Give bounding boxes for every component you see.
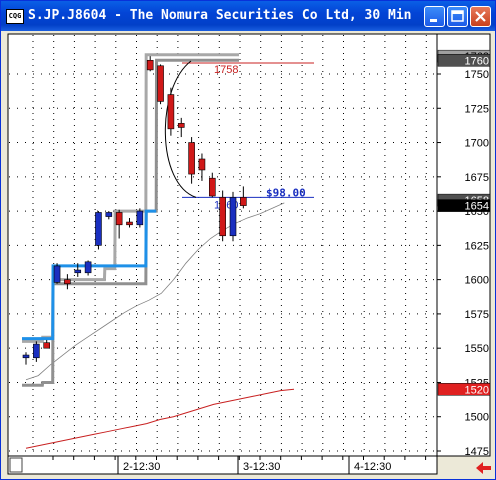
price-tick-label: 1550 <box>465 343 489 355</box>
title-bar[interactable]: CQG S.JP.J8604 - The Nomura Securities C… <box>1 1 495 31</box>
candle-body[interactable] <box>22 354 30 359</box>
window-title: S.JP.J8604 - The Nomura Securities Co Lt… <box>28 8 412 23</box>
price-tick-label: 1675 <box>465 172 489 184</box>
price-marker <box>437 199 491 212</box>
fib-arc <box>164 60 197 198</box>
price-tick-label: 1475 <box>465 446 489 458</box>
price-tick-label: 1500 <box>465 412 489 424</box>
price-marker <box>437 54 491 67</box>
price-marker-label: 1760 <box>465 55 489 67</box>
fib-value-label: $98.00 <box>266 186 306 199</box>
candle-body[interactable] <box>64 279 71 285</box>
red-moving-average-line <box>25 388 295 449</box>
candle-body[interactable] <box>53 265 61 283</box>
candle-body[interactable] <box>126 221 133 226</box>
candle-body[interactable] <box>136 210 144 226</box>
close-icon <box>475 11 486 22</box>
candle-body[interactable] <box>219 197 226 237</box>
candle-body[interactable] <box>167 94 175 130</box>
candlestick-chart[interactable]: 1750172517001675165016251600157515501525… <box>6 32 492 476</box>
candle-body[interactable] <box>177 123 185 128</box>
maximize-icon <box>451 10 464 22</box>
close-button[interactable] <box>470 6 491 27</box>
chart-area[interactable]: 1750172517001675165016251600157515501525… <box>6 32 492 476</box>
price-marker <box>437 383 491 396</box>
candle-body[interactable] <box>74 269 82 274</box>
maximize-button[interactable] <box>447 6 468 27</box>
time-axis-area <box>7 455 438 475</box>
time-tick-label: 3-12:30 <box>243 461 280 473</box>
time-tick-label: 4-12:30 <box>354 461 391 473</box>
candle-body[interactable] <box>209 177 216 197</box>
price-tick-label: 1750 <box>465 69 489 81</box>
price-tick-label: 1575 <box>465 309 489 321</box>
candle-body[interactable] <box>95 212 102 246</box>
candle-body[interactable] <box>188 142 195 175</box>
price-marker-label: 1520 <box>465 384 489 396</box>
minimize-button[interactable] <box>424 6 445 27</box>
price-tick-label: 1600 <box>465 275 489 287</box>
minimize-icon <box>430 19 437 22</box>
time-tick-label: 2-12:30 <box>123 461 160 473</box>
price-marker-label: 1654 <box>465 201 489 213</box>
scroll-arrow-icon[interactable] <box>476 462 491 474</box>
app-icon[interactable]: CQG <box>6 9 24 24</box>
price-tick-label: 1700 <box>465 138 489 150</box>
candle-body[interactable] <box>198 158 206 171</box>
high-level-label: 1758 <box>214 64 238 76</box>
gray-moving-average-line <box>25 202 285 381</box>
candle-body[interactable] <box>33 343 40 359</box>
plot-background[interactable] <box>7 33 438 457</box>
candle-body[interactable] <box>84 261 92 274</box>
price-tick-label: 1625 <box>465 240 489 252</box>
candle-body[interactable] <box>229 197 237 237</box>
candle-body[interactable] <box>146 59 154 71</box>
candle-body[interactable] <box>43 342 51 349</box>
candle-body[interactable] <box>105 212 113 217</box>
candle-body[interactable] <box>115 212 123 226</box>
upper-channel-line <box>22 53 239 343</box>
price-tick-label: 1725 <box>465 103 489 115</box>
time-scroll-box[interactable] <box>9 457 23 473</box>
candle-body[interactable] <box>240 197 247 206</box>
candle-body[interactable] <box>157 65 164 102</box>
lower-channel-line <box>22 58 239 387</box>
